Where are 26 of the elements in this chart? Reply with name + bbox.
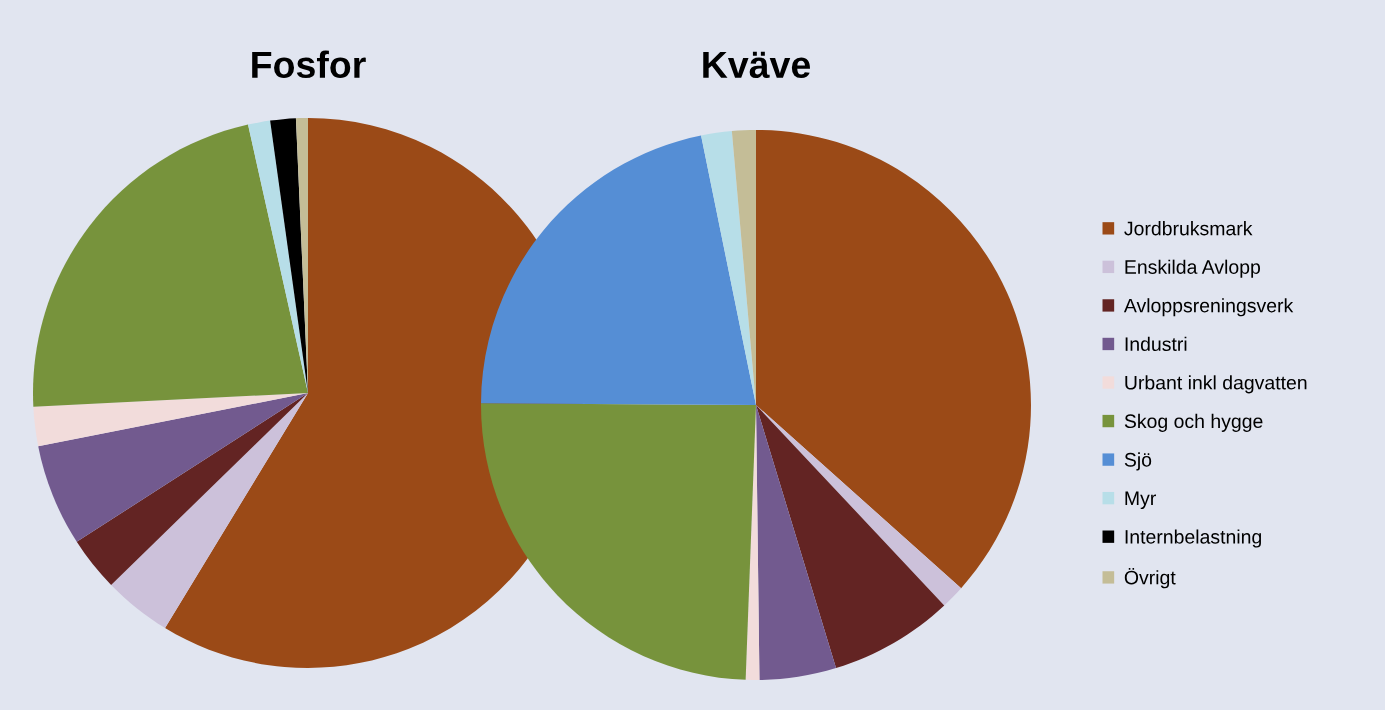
pie-slice bbox=[701, 131, 756, 405]
legend-label: Sjö bbox=[1124, 452, 1152, 471]
pie-slice bbox=[248, 120, 308, 393]
pie-slice bbox=[756, 130, 1031, 589]
legend-label: Internbelastning bbox=[1125, 529, 1262, 548]
pie-slice bbox=[111, 393, 308, 628]
legend-label: Avloppsreningsverk bbox=[1123, 298, 1294, 317]
pie-slice bbox=[481, 135, 756, 405]
chart-title: Kväve bbox=[703, 51, 810, 79]
pie-slice bbox=[76, 393, 308, 585]
pie-slice bbox=[270, 118, 308, 393]
legend-label: Urbant inkl dagvatten bbox=[1125, 375, 1307, 394]
legend-label: Skog och hygge bbox=[1124, 413, 1263, 432]
legend-label: Myr bbox=[1125, 491, 1156, 510]
legend-label: Industri bbox=[1125, 336, 1187, 352]
pie-slice bbox=[481, 403, 756, 680]
pie-slice bbox=[756, 405, 962, 606]
pie-slice bbox=[33, 393, 308, 447]
pie-slice bbox=[756, 405, 837, 680]
legend-label: Övrigt bbox=[1124, 567, 1176, 589]
legend-label: Jordbruksmark bbox=[1124, 221, 1253, 236]
chart-title: Fosfor bbox=[252, 50, 366, 79]
pie-slice bbox=[756, 405, 945, 669]
pie-slice bbox=[38, 393, 308, 542]
pie-slice bbox=[33, 124, 308, 407]
legend-label: Enskilda Avlopp bbox=[1125, 259, 1261, 278]
